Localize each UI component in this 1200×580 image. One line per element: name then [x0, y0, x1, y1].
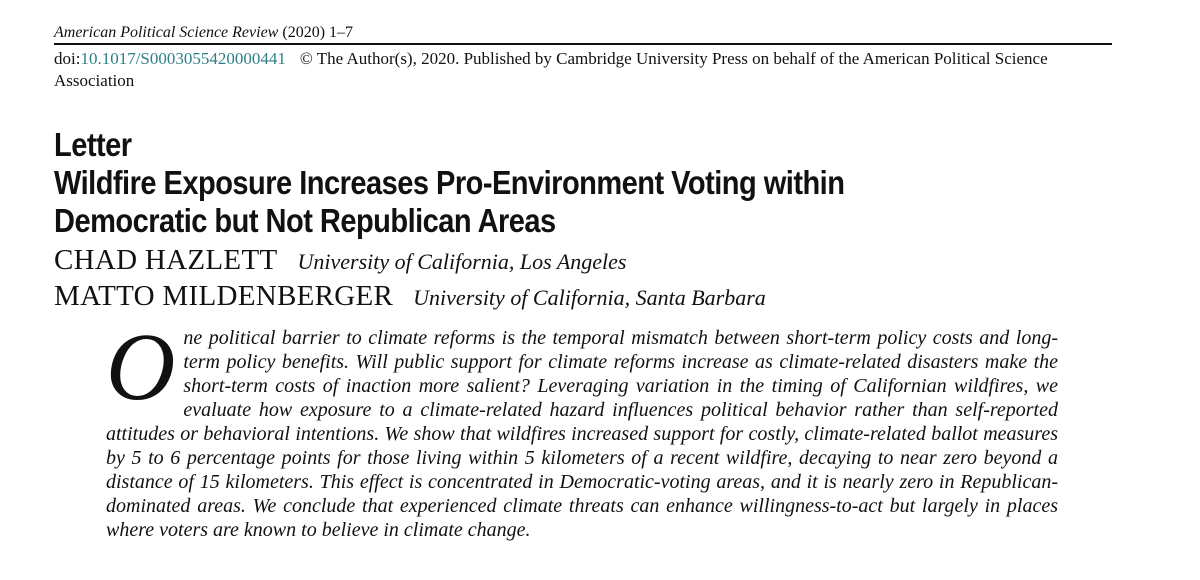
author-entry: CHAD HAZLETT University of California, Lo…: [54, 242, 766, 278]
doi-prefix: doi:: [54, 49, 81, 68]
journal-citation: American Political Science Review (2020)…: [54, 24, 353, 42]
abstract-text: ne political barrier to climate reforms …: [106, 327, 1058, 541]
journal-name: American Political Science Review: [54, 24, 279, 41]
abstract-drop-cap: O: [106, 313, 176, 420]
article-metadata: doi:10.1017/S0003055420000441 © The Autho…: [54, 48, 1124, 92]
header-rule: [54, 43, 1112, 45]
author-entry: MATTO MILDENBERGER University of Californ…: [54, 278, 766, 314]
copyright-notice: © The Author(s), 2020. Published by Camb…: [54, 49, 1048, 90]
author-affiliation: University of California, Los Angeles: [297, 249, 627, 274]
author-name: CHAD HAZLETT: [54, 244, 278, 276]
author-name: MATTO MILDENBERGER: [54, 280, 394, 312]
doi-link[interactable]: 10.1017/S0003055420000441: [80, 49, 286, 68]
journal-volume-pages: (2020) 1–7: [278, 24, 354, 41]
author-list: CHAD HAZLETT University of California, Lo…: [54, 242, 766, 314]
article-title-line-2: Democratic but Not Republican Areas: [54, 202, 556, 239]
author-affiliation: University of California, Santa Barbara: [413, 285, 766, 310]
article-type-label: Letter: [54, 126, 132, 163]
article-title-line-1: Wildfire Exposure Increases Pro-Environm…: [54, 164, 845, 201]
article-title-block: Letter Wildfire Exposure Increases Pro-E…: [54, 126, 845, 240]
